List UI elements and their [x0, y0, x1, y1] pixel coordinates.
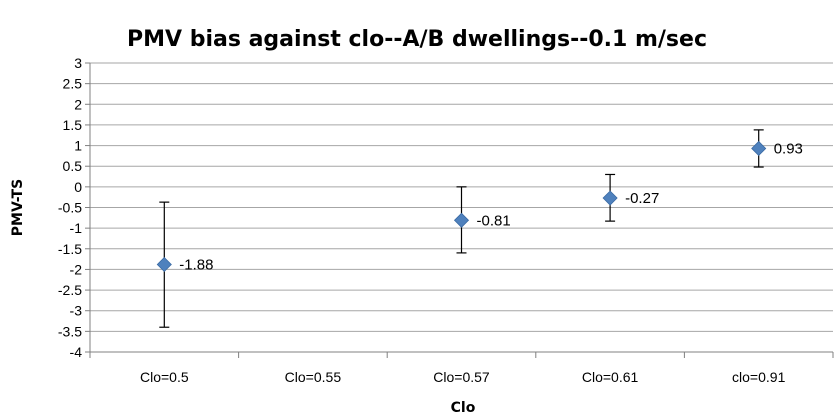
data-label: -0.81	[477, 212, 511, 229]
x-tick-label: Clo=0.55	[285, 369, 342, 385]
y-tick-label: 0.5	[63, 158, 83, 174]
axes	[85, 62, 834, 358]
data-label: 0.93	[774, 140, 803, 157]
data-labels: -1.88 -0.81 -0.27 0.93	[179, 140, 803, 273]
x-tick-label: clo=0.91	[732, 369, 786, 385]
x-tick-labels: Clo=0.5 Clo=0.55 Clo=0.57 Clo=0.61 clo=0.91	[140, 369, 786, 385]
y-tick-labels: 3 2.5 2 1.5 1 0.5 0 -0.5 -1 -1.5 -2 -2.5 -3 -3.5 -4	[58, 55, 82, 360]
gridlines	[90, 62, 833, 353]
y-tick-label: 0	[74, 179, 82, 195]
y-tick-label: 2	[74, 96, 82, 112]
y-tick-label: 1	[74, 138, 82, 154]
y-tick-label: 3	[74, 55, 82, 71]
y-tick-label: -1.5	[58, 241, 82, 257]
y-tick-label: -3	[70, 303, 83, 319]
x-axis-title: Clo	[451, 400, 476, 416]
y-tick-label: -3.5	[58, 323, 82, 339]
y-tick-label: -1	[70, 220, 83, 236]
y-tick-label: -2	[70, 261, 83, 277]
y-tick-label: 1.5	[63, 117, 83, 133]
y-tick-label: 2.5	[63, 76, 83, 92]
x-tick-label: Clo=0.61	[582, 369, 639, 385]
y-axis-title: PMV-TS	[10, 179, 26, 236]
y-tick-label: -0.5	[58, 200, 82, 216]
data-point-marker	[602, 190, 618, 206]
chart-title: PMV bias against clo--A/B dwellings--0.1…	[127, 27, 707, 52]
y-tick-label: -4	[70, 344, 83, 360]
data-label: -1.88	[179, 256, 213, 273]
data-points	[156, 140, 767, 273]
data-point-marker	[156, 256, 172, 273]
x-tick-label: Clo=0.57	[433, 369, 490, 385]
data-label: -0.27	[625, 190, 659, 207]
data-point-marker	[453, 212, 470, 228]
data-point-marker	[751, 140, 767, 157]
y-tick-label: -2.5	[58, 282, 82, 298]
x-tick-label: Clo=0.5	[140, 369, 189, 385]
